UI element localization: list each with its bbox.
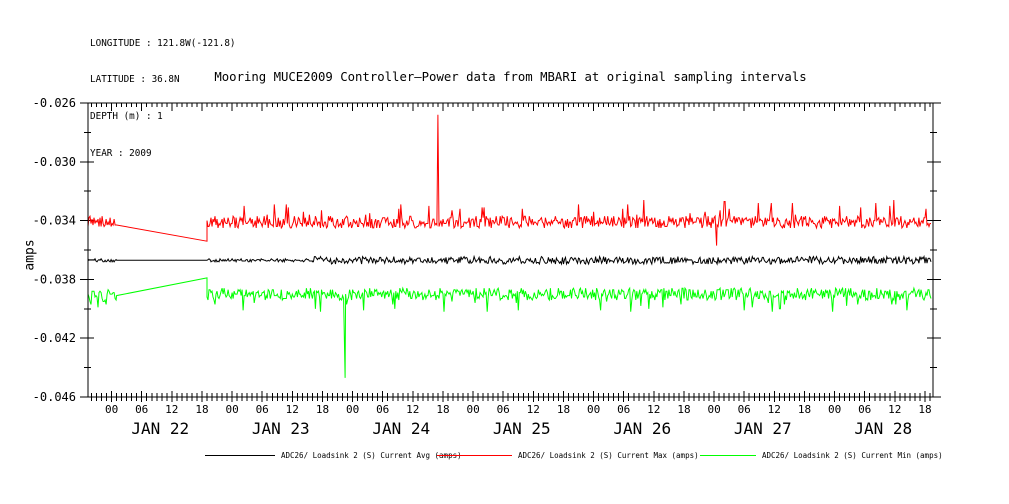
svg-text:-0.026: -0.026 xyxy=(33,96,76,110)
axis-ticks xyxy=(80,102,941,402)
svg-text:00: 00 xyxy=(225,403,238,416)
svg-text:18: 18 xyxy=(798,403,811,416)
svg-text:06: 06 xyxy=(497,403,510,416)
legend-line-min xyxy=(700,455,756,456)
svg-text:00: 00 xyxy=(828,403,841,416)
svg-text:12: 12 xyxy=(888,403,901,416)
svg-text:12: 12 xyxy=(286,403,299,416)
axis-tick-labels: 00 06 12 18 00 06 12 18 00 06 12 18 00 06 12 18 00 06 12 18… xyxy=(33,96,932,438)
svg-text:-0.046: -0.046 xyxy=(33,390,76,404)
svg-text:00: 00 xyxy=(707,403,720,416)
svg-text:12: 12 xyxy=(527,403,540,416)
svg-text:00: 00 xyxy=(346,403,359,416)
svg-text:18: 18 xyxy=(557,403,570,416)
svg-text:00: 00 xyxy=(466,403,479,416)
series-line-0 xyxy=(87,254,932,266)
metadata-longitude: LONGITUDE : 121.8W(-121.8) xyxy=(90,37,236,49)
svg-text:06: 06 xyxy=(858,403,871,416)
legend-label-avg: ADC26/ Loadsink 2 (S) Current Avg (amps) xyxy=(281,451,462,460)
legend-line-avg xyxy=(205,455,275,456)
svg-text:00: 00 xyxy=(587,403,600,416)
svg-text:12: 12 xyxy=(165,403,178,416)
metadata-year: YEAR : 2009 xyxy=(90,148,152,160)
svg-text:06: 06 xyxy=(135,403,148,416)
svg-text:-0.042: -0.042 xyxy=(33,331,76,345)
svg-text:-0.034: -0.034 xyxy=(33,214,76,228)
legend-item-max: ADC26/ Loadsink 2 (S) Current Max (amps) xyxy=(437,449,699,462)
series-line-1 xyxy=(87,114,931,246)
svg-text:06: 06 xyxy=(256,403,269,416)
svg-text:06: 06 xyxy=(738,403,751,416)
svg-text:18: 18 xyxy=(195,403,208,416)
svg-text:00: 00 xyxy=(105,403,118,416)
svg-text:JAN 26: JAN 26 xyxy=(613,419,671,438)
chart-title: Mooring MUCE2009 Controller—Power data f… xyxy=(214,70,807,84)
svg-text:18: 18 xyxy=(918,403,931,416)
svg-text:18: 18 xyxy=(677,403,690,416)
svg-text:JAN 22: JAN 22 xyxy=(131,419,189,438)
svg-text:-0.038: -0.038 xyxy=(33,272,76,286)
svg-text:JAN 27: JAN 27 xyxy=(734,419,792,438)
metadata-block: LONGITUDE : 121.8W(-121.8) LATITUDE : 36… xyxy=(90,13,236,185)
svg-text:18: 18 xyxy=(316,403,329,416)
svg-text:18: 18 xyxy=(436,403,449,416)
metadata-depth: DEPTH (m) : 1 xyxy=(90,111,163,123)
svg-text:JAN 23: JAN 23 xyxy=(252,419,310,438)
legend-label-max: ADC26/ Loadsink 2 (S) Current Max (amps) xyxy=(518,451,699,460)
legend-item-avg: ADC26/ Loadsink 2 (S) Current Avg (amps) xyxy=(205,449,462,462)
svg-text:-0.030: -0.030 xyxy=(33,155,76,169)
svg-text:JAN 25: JAN 25 xyxy=(493,419,551,438)
svg-text:JAN 24: JAN 24 xyxy=(372,419,430,438)
svg-text:JAN 28: JAN 28 xyxy=(854,419,912,438)
legend-label-min: ADC26/ Loadsink 2 (S) Current Min (amps) xyxy=(762,451,943,460)
metadata-latitude: LATITUDE : 36.8N xyxy=(90,74,180,86)
legend-item-min: ADC26/ Loadsink 2 (S) Current Min (amps) xyxy=(700,449,943,462)
svg-text:12: 12 xyxy=(647,403,660,416)
svg-text:06: 06 xyxy=(617,403,630,416)
svg-text:12: 12 xyxy=(768,403,781,416)
plot-frame xyxy=(87,102,934,398)
legend-line-max xyxy=(437,455,512,456)
svg-text:06: 06 xyxy=(376,403,389,416)
series-line-2 xyxy=(87,277,932,378)
svg-text:12: 12 xyxy=(406,403,419,416)
